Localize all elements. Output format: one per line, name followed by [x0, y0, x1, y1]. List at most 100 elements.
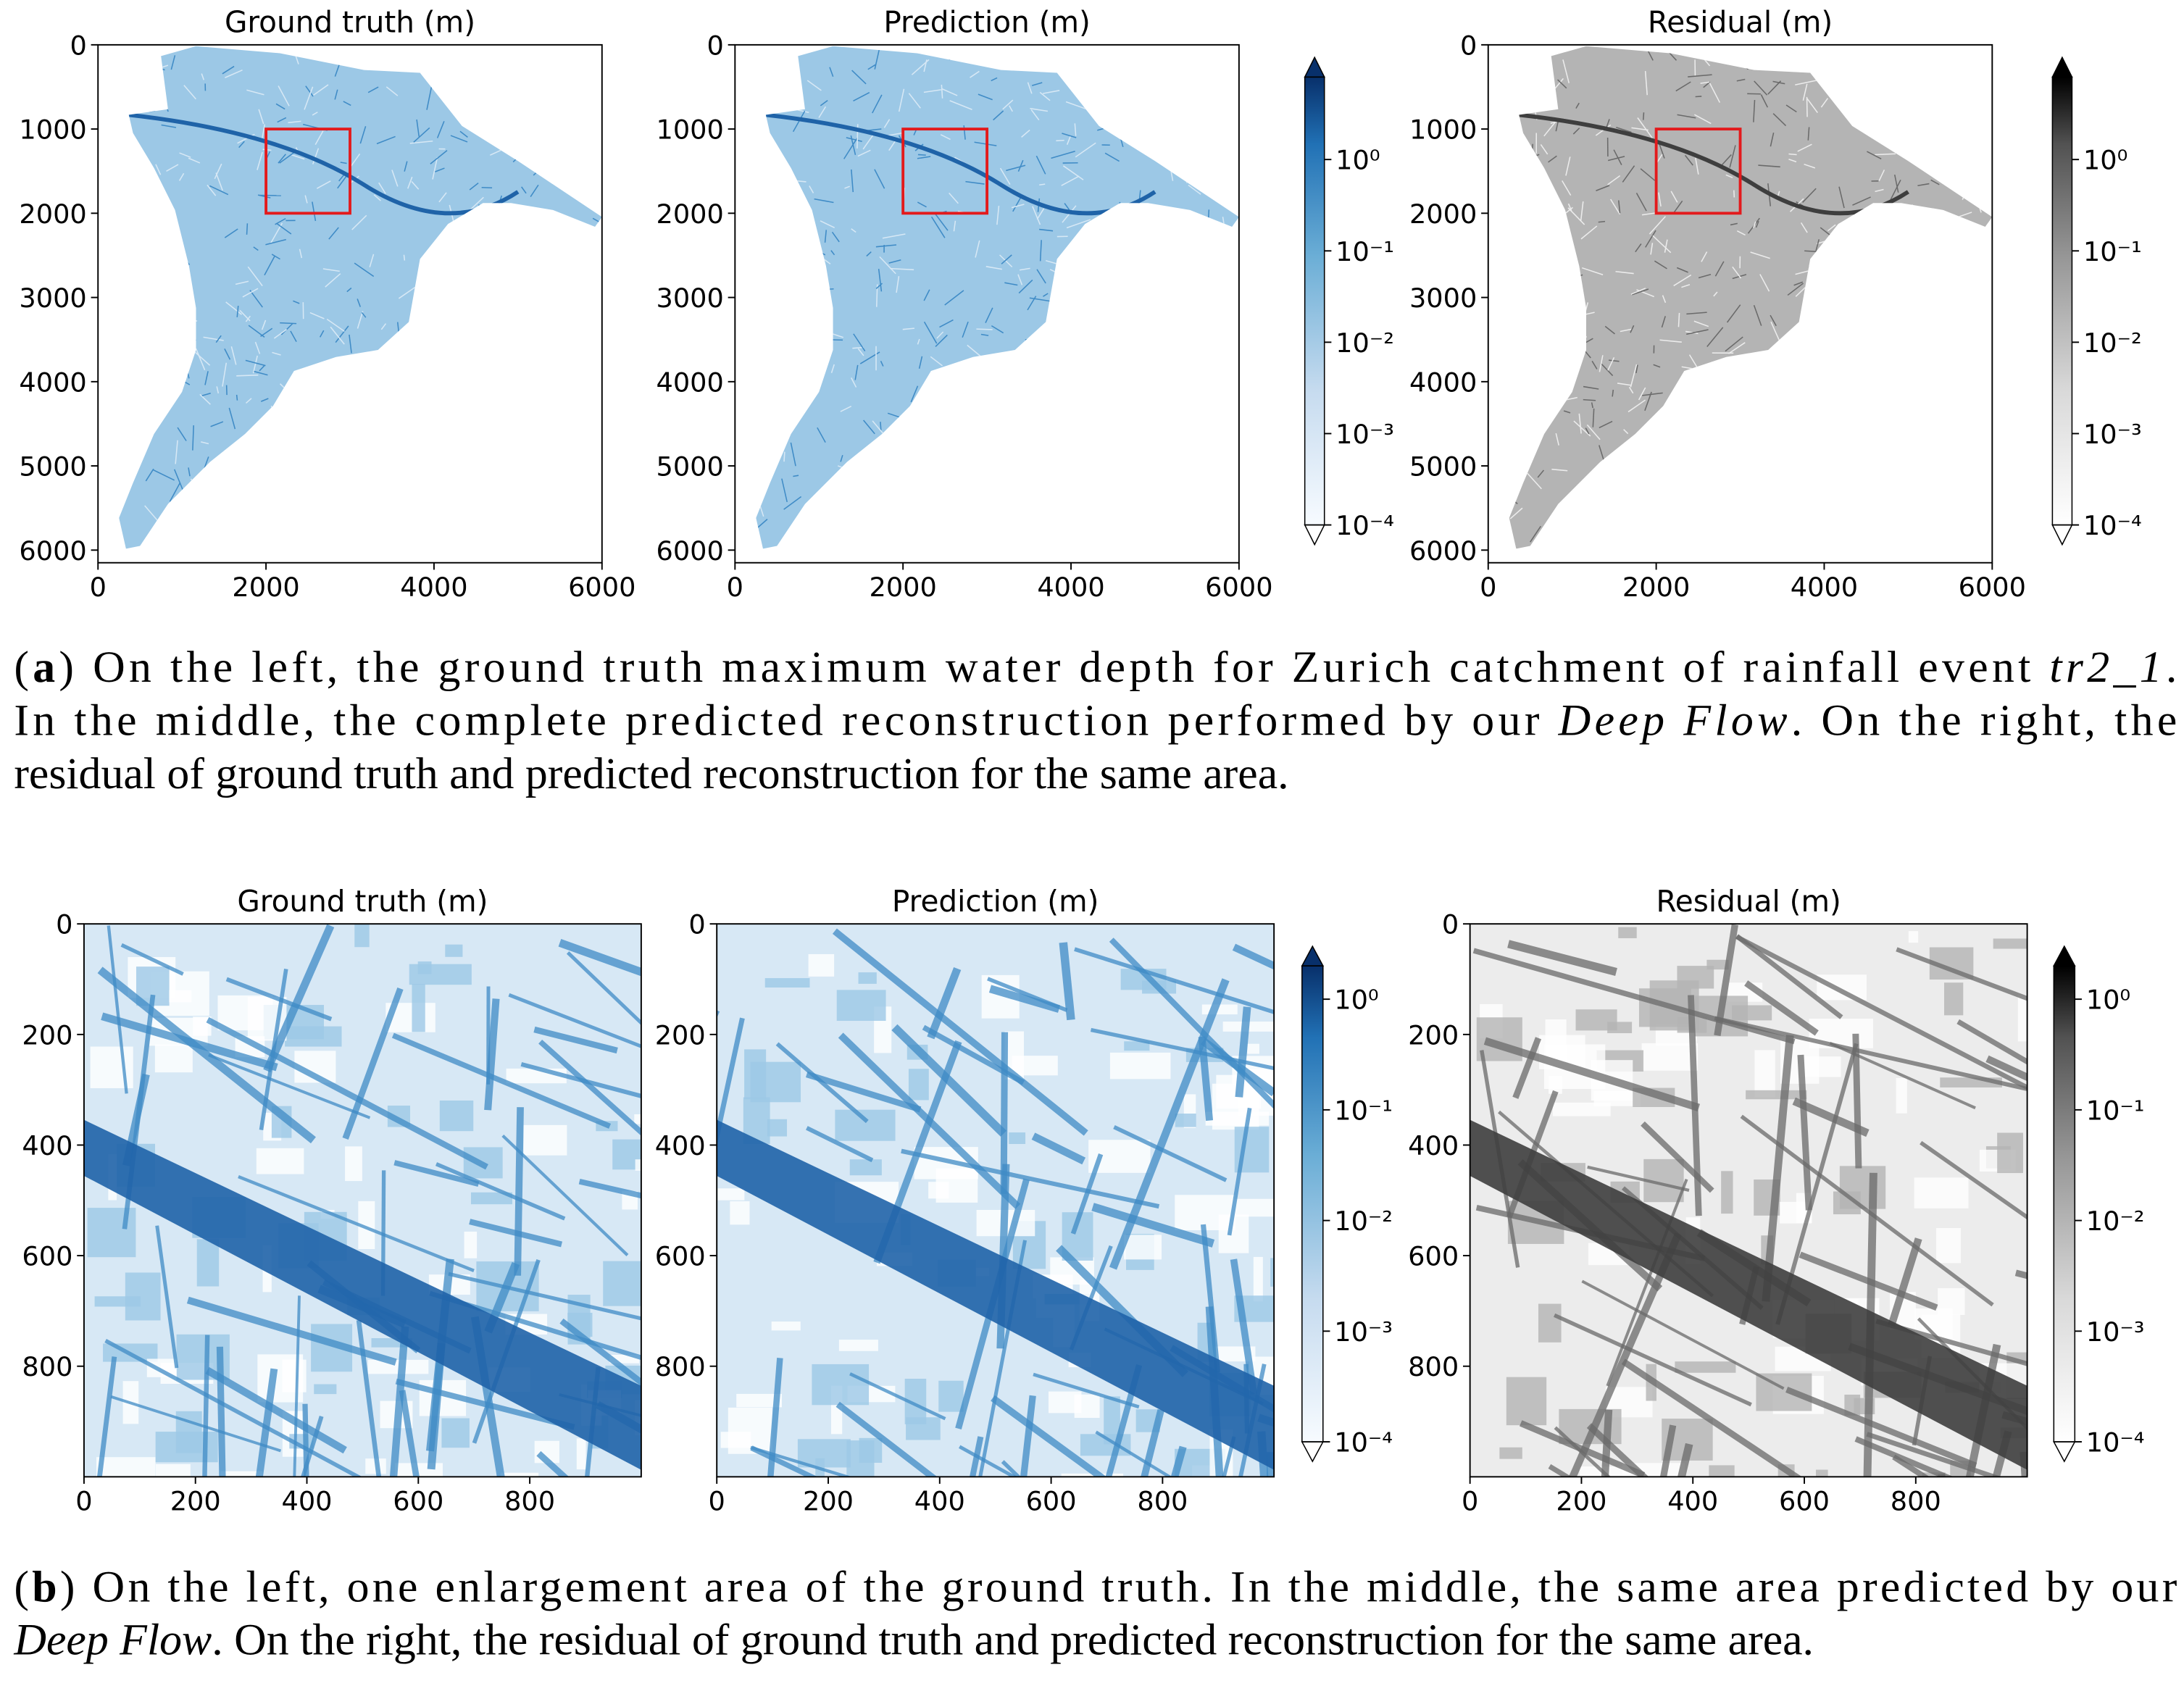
texture	[506, 63, 527, 76]
texture	[817, 427, 826, 443]
texture	[1684, 448, 1687, 455]
texture	[1896, 1078, 1907, 1114]
caption-line: (a) On the left, the ground truth maximu…	[14, 643, 2177, 692]
texture	[291, 154, 305, 160]
texture	[1583, 385, 1599, 390]
texture	[1177, 67, 1183, 80]
x-tick-label: 6000	[1205, 572, 1272, 603]
texture	[273, 329, 288, 339]
texture	[1793, 375, 1813, 380]
texture	[936, 557, 955, 567]
texture	[775, 404, 781, 411]
texture	[1036, 351, 1044, 356]
texture	[1600, 362, 1614, 377]
street	[1601, 1409, 1613, 1477]
texture	[1721, 1171, 1733, 1214]
texture	[106, 78, 112, 96]
texture	[1993, 938, 2027, 949]
street	[1198, 1036, 1214, 1122]
texture	[1653, 364, 1661, 368]
texture	[1770, 314, 1777, 327]
colorbar-tick-label: 10⁻⁴	[1335, 510, 1394, 541]
axes-frame	[83, 923, 642, 1478]
texture	[1662, 295, 1667, 304]
texture	[767, 435, 770, 452]
texture	[1512, 362, 1534, 372]
texture	[807, 253, 812, 259]
street	[1059, 942, 1075, 1021]
texture	[1039, 240, 1042, 262]
texture	[304, 86, 314, 110]
colorbar-fill	[1301, 966, 1323, 1442]
texture	[1504, 430, 1506, 435]
y-tick-label: 600	[655, 1241, 706, 1272]
texture	[441, 245, 452, 270]
texture	[917, 156, 931, 159]
texture	[1867, 151, 1882, 160]
texture	[853, 333, 866, 351]
texture	[149, 361, 170, 377]
texture	[1677, 312, 1680, 327]
texture	[1622, 165, 1635, 183]
street	[399, 1390, 420, 1477]
texture	[307, 506, 310, 530]
texture	[862, 133, 875, 150]
texture	[1061, 1473, 1124, 1477]
texture	[1977, 369, 1989, 372]
texture	[1000, 536, 1005, 546]
texture	[1608, 359, 1620, 362]
texture	[1126, 57, 1143, 60]
texture	[167, 509, 178, 517]
y-tick-label: 0	[70, 30, 86, 61]
texture	[1921, 498, 1928, 507]
texture	[856, 462, 865, 481]
texture	[1556, 383, 1571, 395]
colorbar-extend-top	[2053, 945, 2076, 966]
y-tick-label: 200	[1408, 1019, 1459, 1051]
texture	[1066, 219, 1091, 229]
texture	[515, 122, 530, 125]
texture	[1688, 74, 1712, 78]
colorbar-fill	[1304, 77, 1325, 525]
texture	[1881, 203, 1899, 212]
street	[835, 1401, 938, 1477]
texture	[405, 497, 420, 504]
texture	[1638, 459, 1654, 466]
texture	[513, 506, 525, 512]
texture	[438, 377, 446, 401]
texture	[1745, 458, 1756, 472]
texture	[417, 468, 440, 477]
texture	[1231, 1198, 1275, 1217]
texture	[451, 505, 462, 522]
texture	[526, 118, 535, 129]
texture	[1681, 420, 1692, 427]
texture	[1052, 395, 1061, 415]
texture	[1177, 165, 1188, 172]
texture	[388, 527, 409, 540]
texture	[1170, 356, 1185, 367]
texture	[1955, 464, 1971, 474]
texture	[434, 440, 443, 460]
texture	[1700, 81, 1710, 84]
texture	[896, 275, 900, 293]
street	[1892, 1454, 1930, 1477]
texture	[762, 109, 777, 112]
texture	[1980, 100, 1985, 120]
texture	[207, 184, 217, 196]
texture	[767, 1119, 788, 1137]
colorbar-extend-top	[2051, 56, 2073, 78]
street	[448, 1272, 641, 1321]
street	[959, 1445, 1018, 1477]
texture	[1709, 556, 1722, 567]
texture	[1630, 288, 1646, 295]
texture	[1565, 156, 1571, 176]
texture	[169, 990, 192, 1003]
texture	[1848, 88, 1859, 110]
texture	[1962, 182, 1971, 200]
x-tick-label: 200	[170, 1486, 221, 1517]
texture	[830, 339, 843, 341]
street	[1641, 1121, 1714, 1193]
texture	[1596, 467, 1620, 473]
texture	[790, 442, 796, 467]
texture	[1637, 117, 1653, 139]
